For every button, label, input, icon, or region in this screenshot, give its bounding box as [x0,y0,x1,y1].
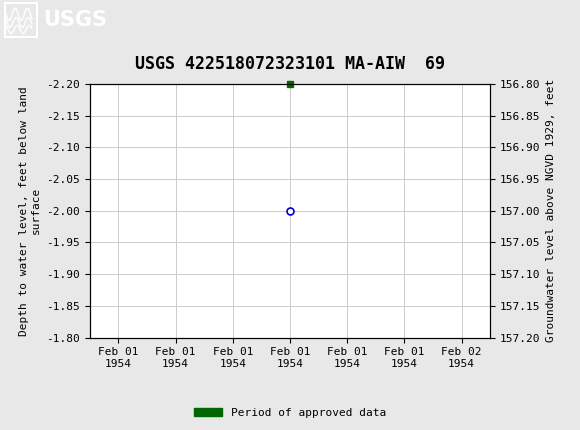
Text: USGS: USGS [44,10,107,31]
Bar [5,3,37,37]
Y-axis label: Depth to water level, feet below land
surface: Depth to water level, feet below land su… [19,86,41,335]
Legend: Period of approved data: Period of approved data [190,403,390,422]
Y-axis label: Groundwater level above NGVD 1929, feet: Groundwater level above NGVD 1929, feet [546,79,556,342]
Text: USGS 422518072323101 MA-AIW  69: USGS 422518072323101 MA-AIW 69 [135,55,445,73]
